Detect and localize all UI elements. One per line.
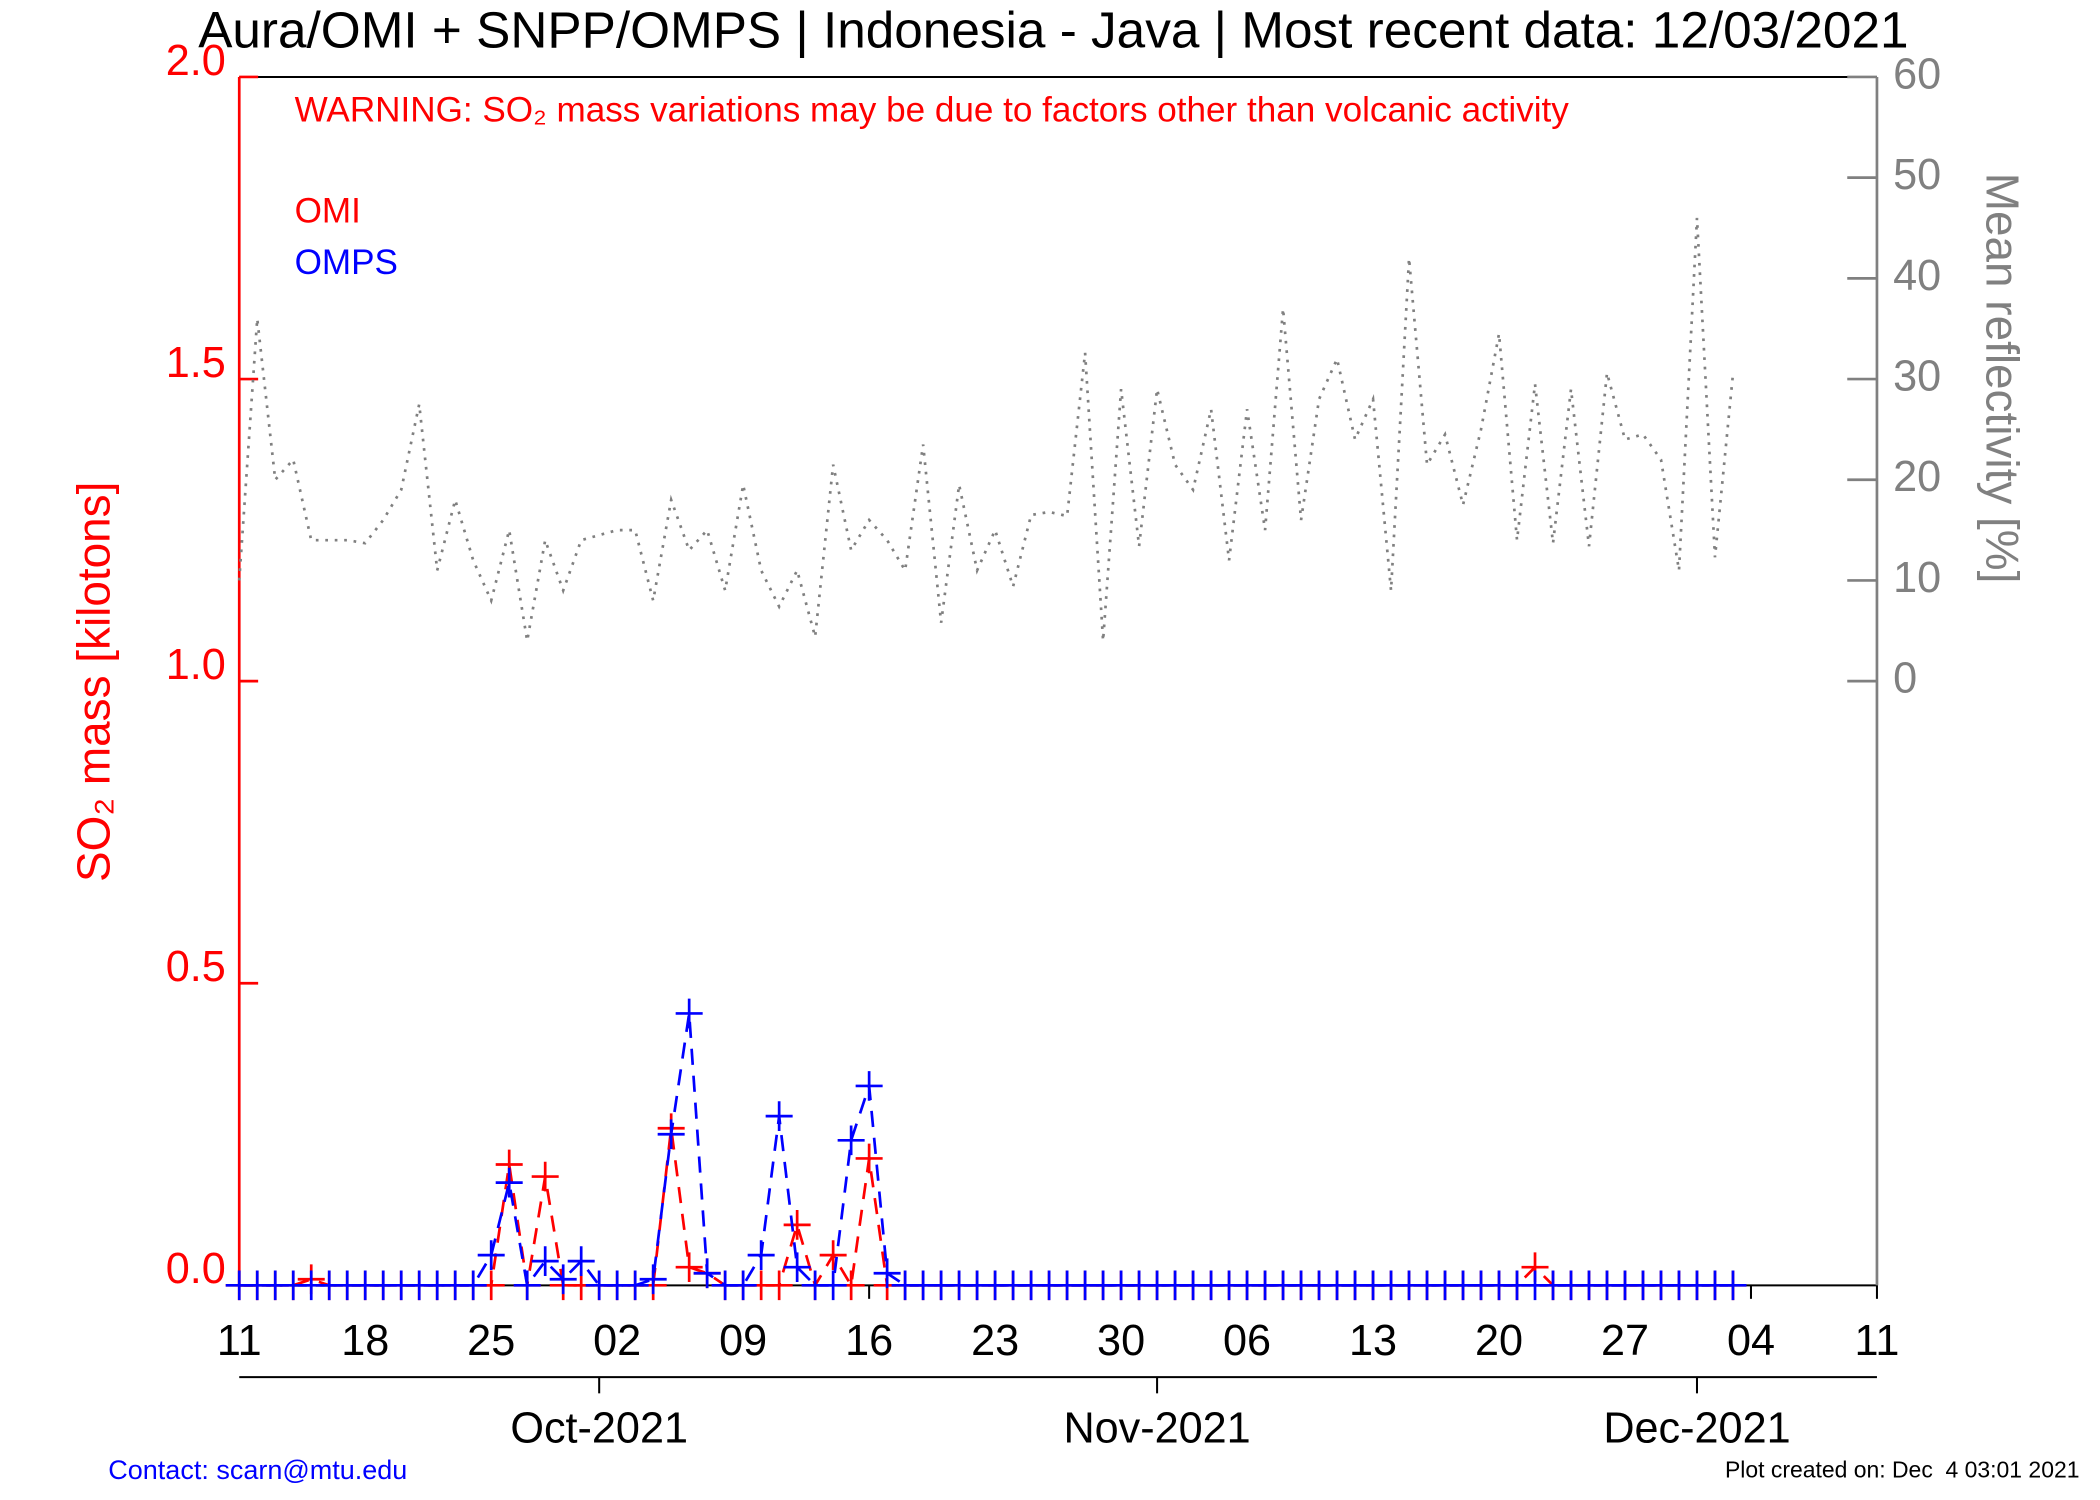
marker: [675, 1252, 703, 1283]
y2-tick-label: 30: [1893, 352, 1941, 400]
series-line: [239, 1128, 1733, 1290]
y2-tick-label: 60: [1893, 50, 1941, 98]
reflectivity-line: [237, 217, 1735, 642]
marker: [477, 1240, 505, 1270]
x-tick-label: 11: [217, 1317, 262, 1365]
y2-axis-label: Mean reflectivity [%]: [1976, 173, 2028, 584]
y-tick-label: 0.5: [166, 943, 226, 991]
y-tick-label: 2.0: [166, 37, 226, 85]
marker: [783, 1252, 811, 1283]
marker: [729, 1270, 757, 1301]
footer-contact: Contact: scarn@mtu.edu: [108, 1455, 407, 1485]
y-tick-label: 0.0: [166, 1245, 226, 1293]
marker: [855, 1143, 883, 1174]
marker: [531, 1246, 559, 1277]
y2-tick-label: 40: [1893, 252, 1941, 300]
y-tick-label: 1.0: [166, 641, 226, 689]
marker: [783, 1210, 811, 1240]
y2-tick-label: 50: [1893, 151, 1941, 199]
marker: [819, 1240, 847, 1270]
chart-title: Aura/OMI + SNPP/OMPS | Indonesia - Java …: [198, 1, 1908, 58]
marker: [855, 1071, 883, 1101]
marker: [531, 1161, 559, 1192]
marker: [495, 1167, 523, 1198]
y2-tick-label: 0: [1893, 655, 1917, 703]
month-label: Nov-2021: [1063, 1405, 1250, 1453]
x-tick-label: 09: [719, 1317, 767, 1365]
x-tick-label: 27: [1601, 1317, 1649, 1365]
footer-created: Plot created on: Dec 4 03:01 2021: [1725, 1457, 2080, 1483]
x-tick-label: 13: [1349, 1317, 1397, 1365]
x-tick-label: 20: [1475, 1317, 1523, 1365]
x-tick-label: 30: [1097, 1317, 1145, 1365]
legend-entry: OMPS: [295, 243, 398, 282]
marker: [675, 998, 703, 1029]
y2-tick-label: 10: [1893, 554, 1941, 602]
marker: [459, 1270, 487, 1301]
month-label: Oct-2021: [510, 1405, 688, 1453]
marker: [819, 1270, 847, 1301]
month-label: Dec-2021: [1603, 1405, 1790, 1453]
marker: [693, 1258, 721, 1289]
marker: [765, 1270, 793, 1301]
series-line: [239, 1013, 1733, 1289]
y-axis-label: SO₂ mass [kilotons]: [68, 482, 120, 882]
y-tick-label: 1.5: [166, 339, 226, 387]
marker: [657, 1119, 685, 1150]
x-tick-label: 23: [971, 1317, 1019, 1365]
legend-entry: OMI: [295, 192, 361, 231]
warning: WARNING: SO₂ mass variations may be due …: [295, 90, 1570, 129]
marker: [549, 1264, 577, 1295]
x-tick-label: 18: [341, 1317, 389, 1365]
marker: [873, 1258, 901, 1289]
x-tick-label: 16: [845, 1317, 893, 1365]
marker: [765, 1101, 793, 1132]
marker: [639, 1264, 667, 1295]
x-tick-label: 04: [1727, 1317, 1775, 1365]
x-tick-label: 25: [467, 1317, 515, 1365]
x-tick-label: 11: [1855, 1317, 1900, 1365]
x-tick-label: 02: [593, 1317, 641, 1365]
marker: [513, 1270, 541, 1301]
marker: [621, 1270, 649, 1301]
marker: [1719, 1270, 1747, 1301]
x-tick-label: 06: [1223, 1317, 1271, 1365]
marker: [837, 1125, 865, 1156]
marker: [567, 1246, 595, 1277]
y2-tick-label: 20: [1893, 453, 1941, 501]
marker: [747, 1240, 775, 1270]
